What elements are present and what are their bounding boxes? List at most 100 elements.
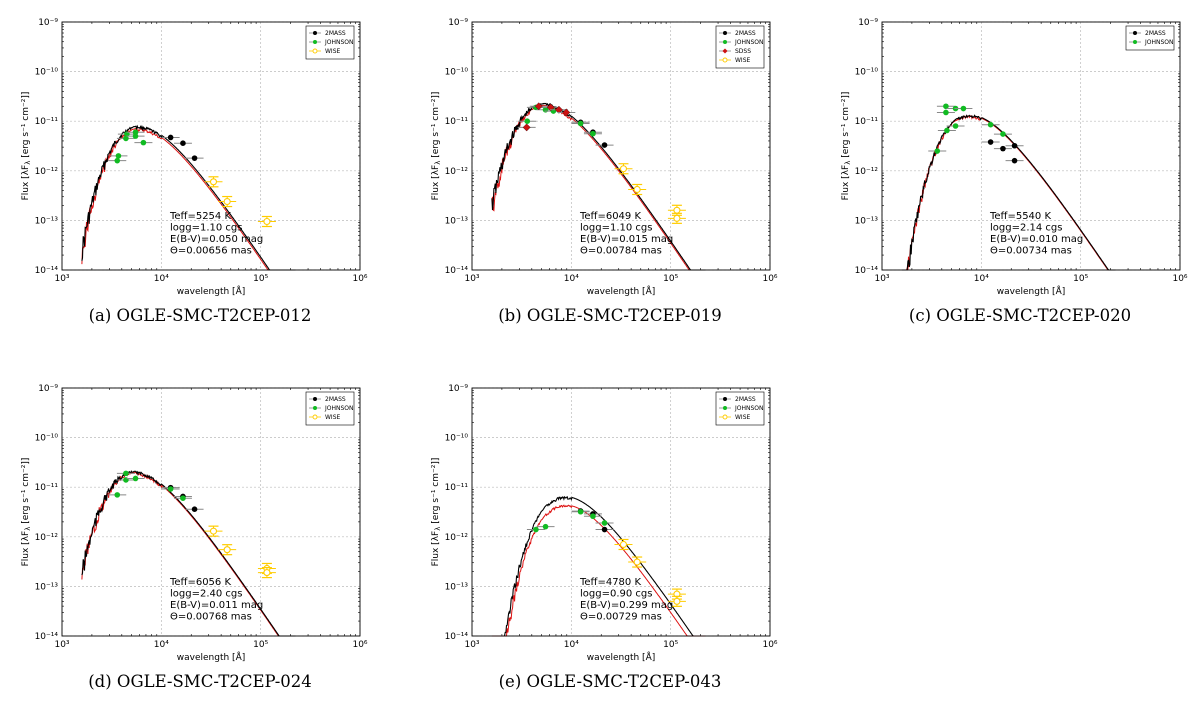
y-tick-label: 10⁻¹⁰: [35, 68, 59, 78]
legend-label-wise: WISE: [735, 57, 751, 64]
legend-marker-johnson: [1133, 40, 1137, 44]
data-point-2mass: [601, 526, 608, 533]
data-point-2mass: [601, 142, 608, 148]
caption-b: (b) OGLE-SMC-T2CEP-019: [498, 306, 722, 325]
data-point-johnson: [140, 139, 147, 146]
y-axis-label: Flux [λFλ [erg s⁻¹ cm⁻²]]: [21, 458, 32, 567]
data-point-johnson: [533, 526, 539, 533]
param-ebv: E(B-V)=0.011 mag: [170, 600, 263, 611]
plot-area: [472, 388, 770, 636]
data-point-sdss: [534, 102, 543, 111]
data-point-2mass: [1011, 157, 1018, 164]
caption-a: (a) OGLE-SMC-T2CEP-012: [88, 306, 312, 325]
param-teff: Teff=5540 K: [989, 211, 1051, 222]
x-tick-label: 10⁶: [1172, 274, 1187, 284]
model-curve-black: [491, 495, 706, 637]
x-tick-label: 10⁴: [974, 274, 989, 284]
legend-marker-2mass: [723, 397, 727, 401]
legend-marker-2mass: [1133, 31, 1137, 35]
model-curve-red: [81, 127, 296, 271]
param-ebv: E(B-V)=0.010 mag: [990, 234, 1083, 245]
legend-label-johnson: JOHNSON: [324, 405, 354, 412]
param-theta: Θ=0.00729 mas: [580, 612, 662, 623]
y-axis-label-sub: λ: [434, 161, 442, 165]
y-axis-label-main: Flux [λF: [431, 165, 441, 201]
y-axis-label-main: Flux [λF: [431, 531, 441, 567]
x-axis-label: wavelength [Å]: [587, 285, 655, 297]
data-point-wise: [209, 178, 218, 186]
panel-a: 10⁻⁹ 10⁻¹⁰ 10⁻¹¹ 10⁻¹² 10⁻¹³ 10⁻¹⁴ 10³ 10⁴ 10⁵ 10…: [10, 6, 390, 346]
x-tick-label: 10³: [54, 274, 69, 284]
data-point-johnson: [934, 148, 941, 154]
model-curve-black: [81, 470, 296, 637]
data-point-2mass: [1000, 145, 1006, 152]
param-logg: logg=0.90 cgs: [580, 589, 652, 600]
legend-label-sdss: SDSS: [735, 48, 751, 55]
x-axis-label: wavelength [Å]: [177, 651, 245, 663]
data-point-johnson: [590, 513, 596, 520]
panel-d: 10⁻⁹ 10⁻¹⁰ 10⁻¹¹ 10⁻¹² 10⁻¹³ 10⁻¹⁴ 10³ 10⁴ 10⁵ 10…: [10, 372, 390, 712]
data-point-wise: [223, 546, 231, 554]
legend-label-2mass: 2MASS: [735, 30, 756, 37]
y-tick-label: 10⁻¹⁰: [35, 434, 59, 444]
y-axis-label-main: Flux [λF: [841, 165, 851, 201]
legend-label-johnson: JOHNSON: [324, 39, 354, 46]
data-point-wise: [619, 165, 628, 173]
param-logg: logg=1.10 cgs: [580, 223, 652, 234]
data-point-johnson: [167, 486, 174, 492]
x-tick-label: 10⁴: [154, 640, 169, 650]
data-point-johnson: [952, 123, 959, 129]
legend-marker-2mass: [313, 31, 317, 35]
data-point-johnson: [944, 127, 950, 134]
legend-marker-johnson: [313, 406, 317, 410]
y-tick-label: 10⁻¹²: [35, 167, 59, 177]
axes-frame: [471, 387, 771, 637]
y-tick-label: 10⁻¹²: [855, 167, 879, 177]
param-ebv: E(B-V)=0.015 mag: [580, 234, 673, 245]
caption-e: (e) OGLE-SMC-T2CEP-043: [498, 672, 722, 691]
data-point-johnson: [132, 133, 139, 139]
y-tick-label: 10⁻⁹: [448, 18, 468, 28]
legend-marker-2mass: [313, 397, 317, 401]
data-point-sdss: [562, 108, 571, 117]
data-point-johnson: [577, 508, 584, 515]
y-axis-label-main: Flux [λF: [21, 531, 31, 567]
x-tick-label: 10⁵: [253, 274, 268, 284]
model-curve-black: [901, 114, 1116, 271]
y-axis-label-units: [erg s⁻¹ cm⁻²]]: [21, 92, 31, 161]
data-point-johnson: [542, 523, 549, 530]
data-point-johnson: [123, 470, 129, 477]
y-tick-label: 10⁻¹³: [445, 216, 469, 226]
x-tick-label: 10⁶: [762, 640, 777, 650]
model-curve-black: [81, 124, 296, 271]
y-tick-label: 10⁻¹¹: [855, 117, 879, 127]
data-point-2mass: [987, 139, 994, 145]
data-point-wise: [619, 540, 628, 549]
y-axis-label-sub: λ: [24, 161, 32, 165]
data-point-wise: [673, 206, 681, 214]
data-point-2mass: [1011, 142, 1018, 149]
data-point-johnson: [115, 153, 122, 159]
data-point-johnson: [601, 520, 608, 526]
data-point-2mass: [191, 155, 198, 161]
x-tick-label: 10⁴: [564, 640, 579, 650]
data-point-sdss: [546, 103, 555, 112]
y-tick-label: 10⁻¹⁴: [35, 266, 59, 276]
param-theta: Θ=0.00734 mas: [990, 246, 1072, 257]
y-axis-label-units: [erg s⁻¹ cm⁻²]]: [21, 458, 31, 527]
y-axis-label-main: Flux [λF: [21, 165, 31, 201]
y-tick-label: 10⁻¹⁰: [445, 434, 469, 444]
panel-b: 10⁻⁹ 10⁻¹⁰ 10⁻¹¹ 10⁻¹² 10⁻¹³ 10⁻¹⁴ 10³ 10⁴ 10⁵ 10…: [420, 6, 800, 346]
legend-label-2mass: 2MASS: [325, 30, 346, 37]
data-point-2mass: [167, 134, 174, 141]
data-point-wise: [263, 569, 271, 577]
x-tick-label: 10³: [464, 640, 479, 650]
y-tick-label: 10⁻¹¹: [35, 117, 59, 127]
y-tick-label: 10⁻¹²: [445, 167, 469, 177]
legend-label-johnson: JOHNSON: [734, 405, 764, 412]
legend-marker-wise: [722, 57, 728, 63]
